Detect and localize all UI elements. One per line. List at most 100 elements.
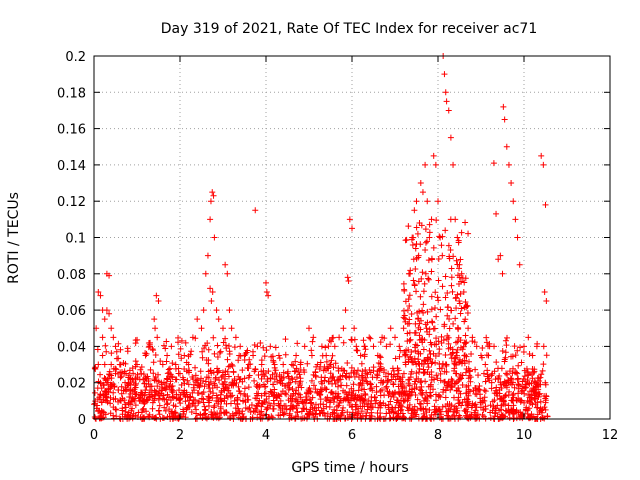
- data-point: [493, 210, 500, 217]
- data-points: [91, 53, 551, 422]
- data-point: [490, 403, 497, 410]
- data-point: [541, 393, 548, 400]
- data-point: [235, 405, 242, 412]
- data-point: [322, 374, 329, 381]
- data-point: [94, 346, 101, 353]
- data-point: [116, 361, 123, 368]
- data-point: [221, 395, 228, 402]
- data-point: [231, 377, 238, 384]
- data-point: [426, 347, 433, 354]
- data-point: [218, 374, 225, 381]
- data-point: [326, 363, 333, 370]
- data-point: [424, 238, 431, 245]
- data-point: [110, 415, 117, 422]
- data-point: [223, 345, 230, 352]
- data-point: [418, 336, 425, 343]
- data-point: [277, 397, 284, 404]
- data-point: [403, 347, 410, 354]
- data-point: [542, 379, 549, 386]
- data-point: [415, 252, 422, 259]
- data-point: [360, 396, 367, 403]
- data-point: [224, 356, 231, 363]
- data-point: [316, 392, 323, 399]
- data-point: [252, 207, 259, 214]
- data-point: [436, 233, 443, 240]
- data-point: [368, 397, 375, 404]
- data-point: [424, 328, 431, 335]
- data-point: [487, 414, 494, 421]
- data-point: [210, 390, 217, 397]
- data-point: [497, 395, 504, 402]
- data-point: [379, 334, 386, 341]
- data-point: [454, 407, 461, 414]
- data-point: [377, 392, 384, 399]
- x-tick-label: 4: [262, 428, 270, 443]
- data-point: [495, 256, 502, 263]
- data-point: [447, 386, 454, 393]
- data-point: [503, 342, 510, 349]
- y-tick-label: 0.12: [57, 195, 86, 210]
- data-point: [509, 365, 516, 372]
- data-point: [181, 365, 188, 372]
- data-point: [468, 351, 475, 358]
- data-point: [411, 281, 418, 288]
- data-point: [332, 360, 339, 367]
- data-point: [292, 413, 299, 420]
- data-point: [354, 347, 361, 354]
- data-point: [463, 302, 470, 309]
- data-point: [354, 394, 361, 401]
- data-point: [458, 229, 465, 236]
- data-point: [432, 359, 439, 366]
- data-point: [512, 352, 519, 359]
- data-point: [189, 400, 196, 407]
- data-point: [375, 360, 382, 367]
- data-point: [92, 415, 99, 422]
- data-point: [166, 382, 173, 389]
- data-point: [417, 180, 424, 187]
- data-point: [382, 402, 389, 409]
- data-point: [448, 274, 455, 281]
- data-point: [503, 143, 510, 150]
- data-point: [421, 357, 428, 364]
- data-point: [126, 394, 133, 401]
- data-point: [122, 401, 129, 408]
- data-point: [502, 337, 509, 344]
- data-point: [132, 402, 139, 409]
- data-point: [411, 380, 418, 387]
- data-point: [442, 89, 449, 96]
- data-point: [196, 398, 203, 405]
- data-point: [258, 368, 265, 375]
- data-point: [465, 230, 472, 237]
- data-point: [181, 380, 188, 387]
- data-point: [361, 351, 368, 358]
- data-point: [228, 382, 235, 389]
- data-point: [342, 307, 349, 314]
- data-point: [419, 335, 426, 342]
- data-point: [106, 272, 113, 279]
- data-point: [269, 389, 276, 396]
- data-point: [437, 306, 444, 313]
- data-point: [412, 413, 419, 420]
- data-point: [312, 401, 319, 408]
- data-point: [399, 378, 406, 385]
- data-point: [411, 403, 418, 410]
- data-point: [377, 379, 384, 386]
- data-point: [141, 380, 148, 387]
- data-point: [211, 402, 218, 409]
- data-point: [99, 334, 106, 341]
- data-point: [415, 324, 422, 331]
- data-point: [293, 352, 300, 359]
- data-point: [357, 403, 364, 410]
- data-point: [235, 373, 242, 380]
- data-point: [533, 389, 540, 396]
- data-point: [440, 389, 447, 396]
- data-point: [309, 338, 316, 345]
- data-point: [253, 403, 260, 410]
- data-point: [264, 378, 271, 385]
- data-point: [297, 381, 304, 388]
- data-point: [387, 398, 394, 405]
- data-point: [458, 305, 465, 312]
- data-point: [422, 246, 429, 253]
- data-point: [115, 355, 122, 362]
- data-point: [481, 387, 488, 394]
